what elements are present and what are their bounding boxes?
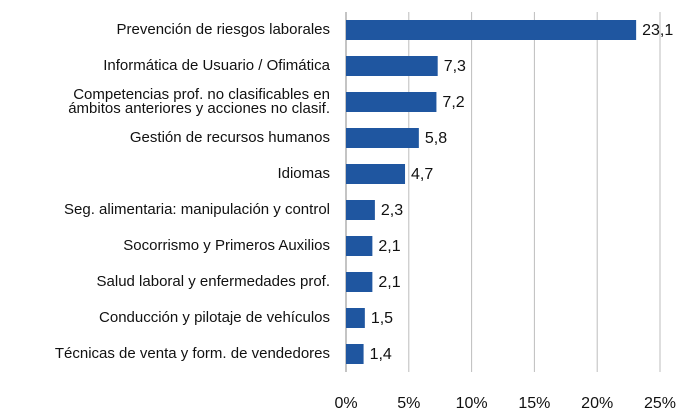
x-tick-label: 5% <box>397 395 420 412</box>
bar <box>346 272 373 292</box>
y-tick-label: Técnicas de venta y form. de vendedores <box>54 345 330 362</box>
y-tick-label: Competencias prof. no clasificables en á… <box>68 86 330 117</box>
data-label: 5,8 <box>425 130 447 147</box>
y-tick-label: Idiomas <box>277 165 330 182</box>
bar <box>346 164 406 184</box>
x-tick-label: 10% <box>456 395 488 412</box>
bar <box>346 128 419 148</box>
bar <box>346 308 365 328</box>
data-label: 23,1 <box>642 22 673 39</box>
y-tick-label: Gestión de recursos humanos <box>129 129 330 146</box>
data-label: 2,1 <box>378 238 400 255</box>
data-label: 2,1 <box>378 274 400 291</box>
data-label: 1,5 <box>371 310 393 327</box>
data-label: 1,4 <box>370 346 392 363</box>
y-tick-label: Socorrismo y Primeros Auxilios <box>123 237 330 254</box>
bar <box>346 200 375 220</box>
data-label: 7,2 <box>442 94 464 111</box>
y-tick-label: Seg. alimentaria: manipulación y control <box>64 201 330 218</box>
data-label: 7,3 <box>444 58 466 75</box>
y-tick-label: Conducción y pilotaje de vehículos <box>99 309 330 326</box>
y-tick-label: Salud laboral y enfermedades prof. <box>96 273 330 290</box>
bar <box>346 20 637 40</box>
data-label: 2,3 <box>381 202 403 219</box>
x-tick-label: 20% <box>581 395 613 412</box>
data-label: 4,7 <box>411 166 433 183</box>
bar <box>346 56 438 76</box>
x-tick-label: 15% <box>518 395 550 412</box>
bar <box>346 236 373 256</box>
bar <box>346 92 437 112</box>
y-tick-label: Prevención de riesgos laborales <box>116 21 330 38</box>
x-tick-label: 25% <box>644 395 676 412</box>
x-tick-label: 0% <box>334 395 357 412</box>
y-tick-label: Informática de Usuario / Ofimática <box>103 57 330 74</box>
bar <box>346 344 364 364</box>
